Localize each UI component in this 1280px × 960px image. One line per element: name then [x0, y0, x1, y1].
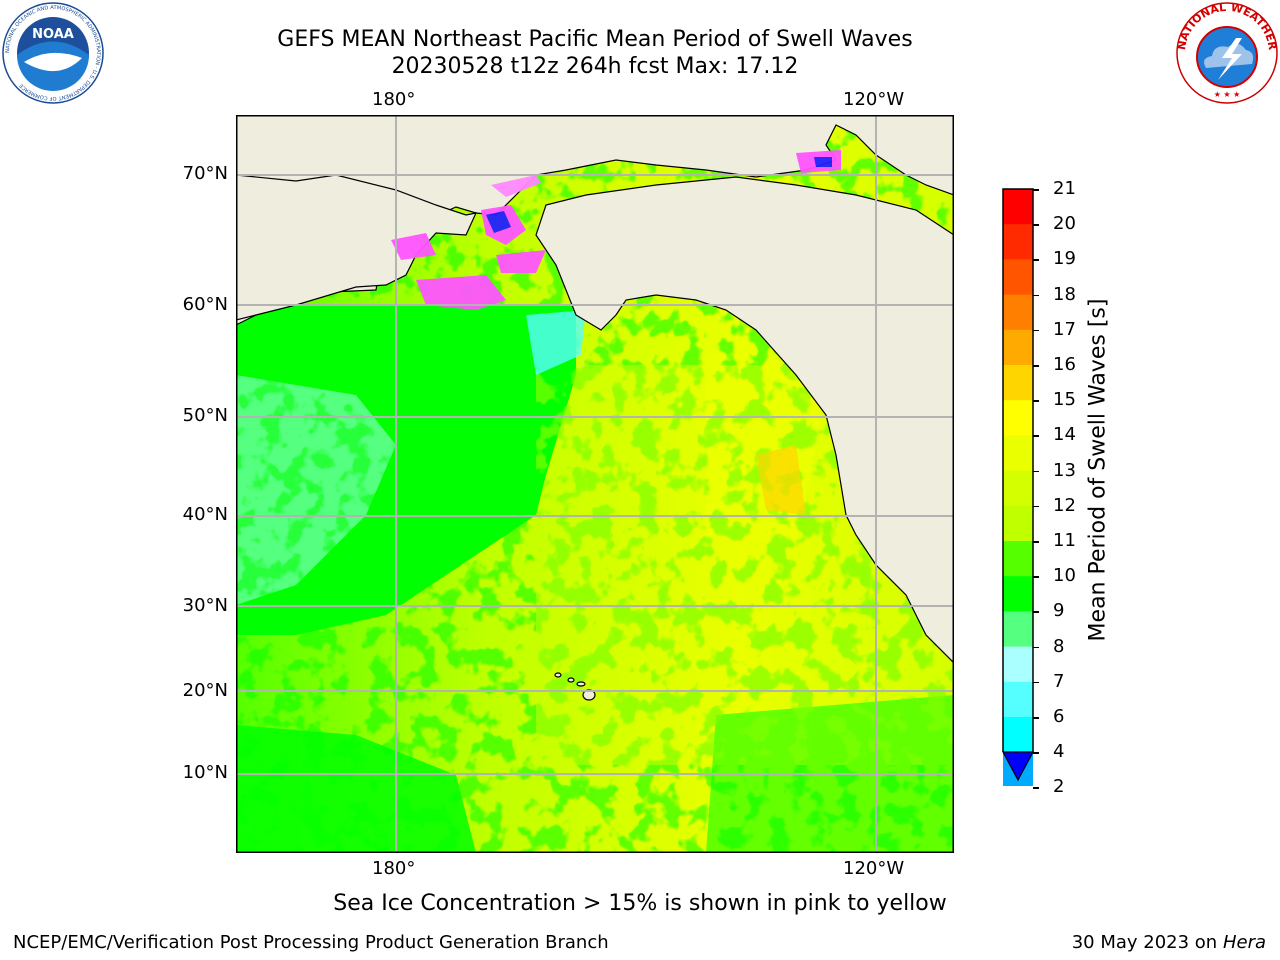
noaa-center-text: NOAA	[32, 27, 74, 42]
colorbar-segment	[1003, 435, 1033, 471]
colorbar-tick-label: 20	[1053, 213, 1076, 235]
colorbar-tick-label: 15	[1053, 389, 1076, 411]
colorbar	[1001, 188, 1035, 786]
colorbar-tick-mark	[1033, 611, 1039, 613]
colorbar-segment	[1003, 646, 1033, 683]
colorbar-tick-mark	[1033, 224, 1039, 226]
noaa-logo-icon: NATIONAL OCEANIC AND ATMOSPHERIC ADMINIS…	[2, 2, 104, 104]
swell-period-field	[236, 115, 954, 853]
colorbar-tick-label: 9	[1053, 600, 1065, 622]
colorbar-segment	[1003, 400, 1033, 436]
colorbar-segment	[1003, 470, 1033, 507]
footer-host: Hera	[1222, 932, 1266, 953]
colorbar-tick-mark	[1033, 787, 1039, 789]
footer-credit: NCEP/EMC/Verification Post Processing Pr…	[13, 932, 609, 953]
lon-label-bottom-180: 180°	[372, 858, 416, 879]
colorbar-tick-mark	[1033, 189, 1039, 191]
colorbar-segment	[1003, 365, 1033, 401]
lat-label-10n: 10°N	[182, 762, 228, 783]
colorbar-tick-label: 14	[1053, 424, 1076, 446]
colorbar-segment	[1003, 541, 1033, 577]
lat-label-40n: 40°N	[182, 504, 228, 525]
map-panel	[236, 115, 954, 853]
colorbar-tick-label: 19	[1053, 248, 1076, 270]
colorbar-tick-mark	[1033, 470, 1039, 473]
colorbar-segment	[1003, 294, 1033, 331]
colorbar-tick-mark	[1033, 400, 1039, 402]
svg-text:★ ★ ★: ★ ★ ★	[1214, 90, 1241, 99]
colorbar-tick-label: 11	[1053, 530, 1076, 551]
colorbar-tick-mark	[1033, 259, 1039, 261]
lon-label-top-180: 180°	[372, 89, 416, 110]
lat-label-60n: 60°N	[182, 294, 228, 315]
map-title: GEFS MEAN Northeast Pacific Mean Period …	[277, 27, 913, 52]
colorbar-label: Mean Period of Swell Waves [s]	[1085, 298, 1111, 642]
colorbar-tick-label: 21	[1053, 178, 1076, 199]
colorbar-tick-mark	[1033, 681, 1039, 684]
colorbar-tick-label: 17	[1053, 318, 1076, 340]
colorbar-tick-mark	[1033, 365, 1039, 367]
colorbar-tick-label: 8	[1053, 635, 1065, 657]
colorbar-extend-triangle	[1001, 751, 1035, 782]
colorbar-tick-label: 4	[1053, 741, 1065, 763]
colorbar-tick-mark	[1033, 541, 1039, 543]
colorbar-tick-mark	[1033, 646, 1039, 649]
colorbar-tick-label: 16	[1053, 354, 1076, 375]
colorbar-tick-mark	[1033, 294, 1039, 297]
colorbar-segment	[1003, 259, 1033, 295]
colorbar-tick-mark	[1033, 717, 1039, 719]
colorbar-segment	[1003, 189, 1033, 225]
footer-date-text: 30 May 2023 on	[1071, 932, 1218, 953]
colorbar-tick-mark	[1033, 329, 1039, 332]
colorbar-tick-label: 12	[1053, 494, 1076, 516]
nws-logo-icon: NATIONAL WEATHER SERVICE ★ ★ ★	[1176, 2, 1278, 104]
colorbar-tick-mark	[1033, 435, 1039, 437]
lat-label-50n: 50°N	[182, 405, 228, 426]
colorbar-tick-label: 6	[1053, 706, 1065, 727]
lat-label-70n: 70°N	[182, 163, 228, 184]
lat-label-30n: 30°N	[182, 595, 228, 616]
colorbar-segment	[1003, 576, 1033, 612]
footer-date: 30 May 2023 on Hera	[1072, 932, 1266, 953]
colorbar-segment	[1003, 224, 1033, 260]
colorbar-tick-mark	[1033, 505, 1039, 508]
colorbar-tick-label: 13	[1053, 459, 1076, 481]
colorbar-segment	[1003, 611, 1033, 647]
colorbar-tick-label: 18	[1053, 283, 1076, 305]
lat-label-20n: 20°N	[182, 680, 228, 701]
colorbar-tick-mark	[1033, 576, 1039, 578]
colorbar-segment	[1003, 329, 1033, 366]
colorbar-tick-label: 7	[1053, 670, 1065, 692]
lon-label-bottom-120w: 120°W	[843, 858, 905, 879]
colorbar-segment	[1003, 681, 1033, 718]
map-subtitle: 20230528 t12z 264h fcst Max: 17.12	[391, 54, 799, 79]
colorbar-tick-label: 10	[1053, 565, 1076, 587]
sea-ice-note: Sea Ice Concentration > 15% is shown in …	[333, 891, 947, 916]
colorbar-segment	[1003, 505, 1033, 542]
lon-label-top-120w: 120°W	[843, 89, 905, 110]
colorbar-segment	[1003, 717, 1033, 753]
colorbar-tick-mark	[1033, 752, 1039, 754]
colorbar-tick-label: 2	[1053, 776, 1065, 798]
